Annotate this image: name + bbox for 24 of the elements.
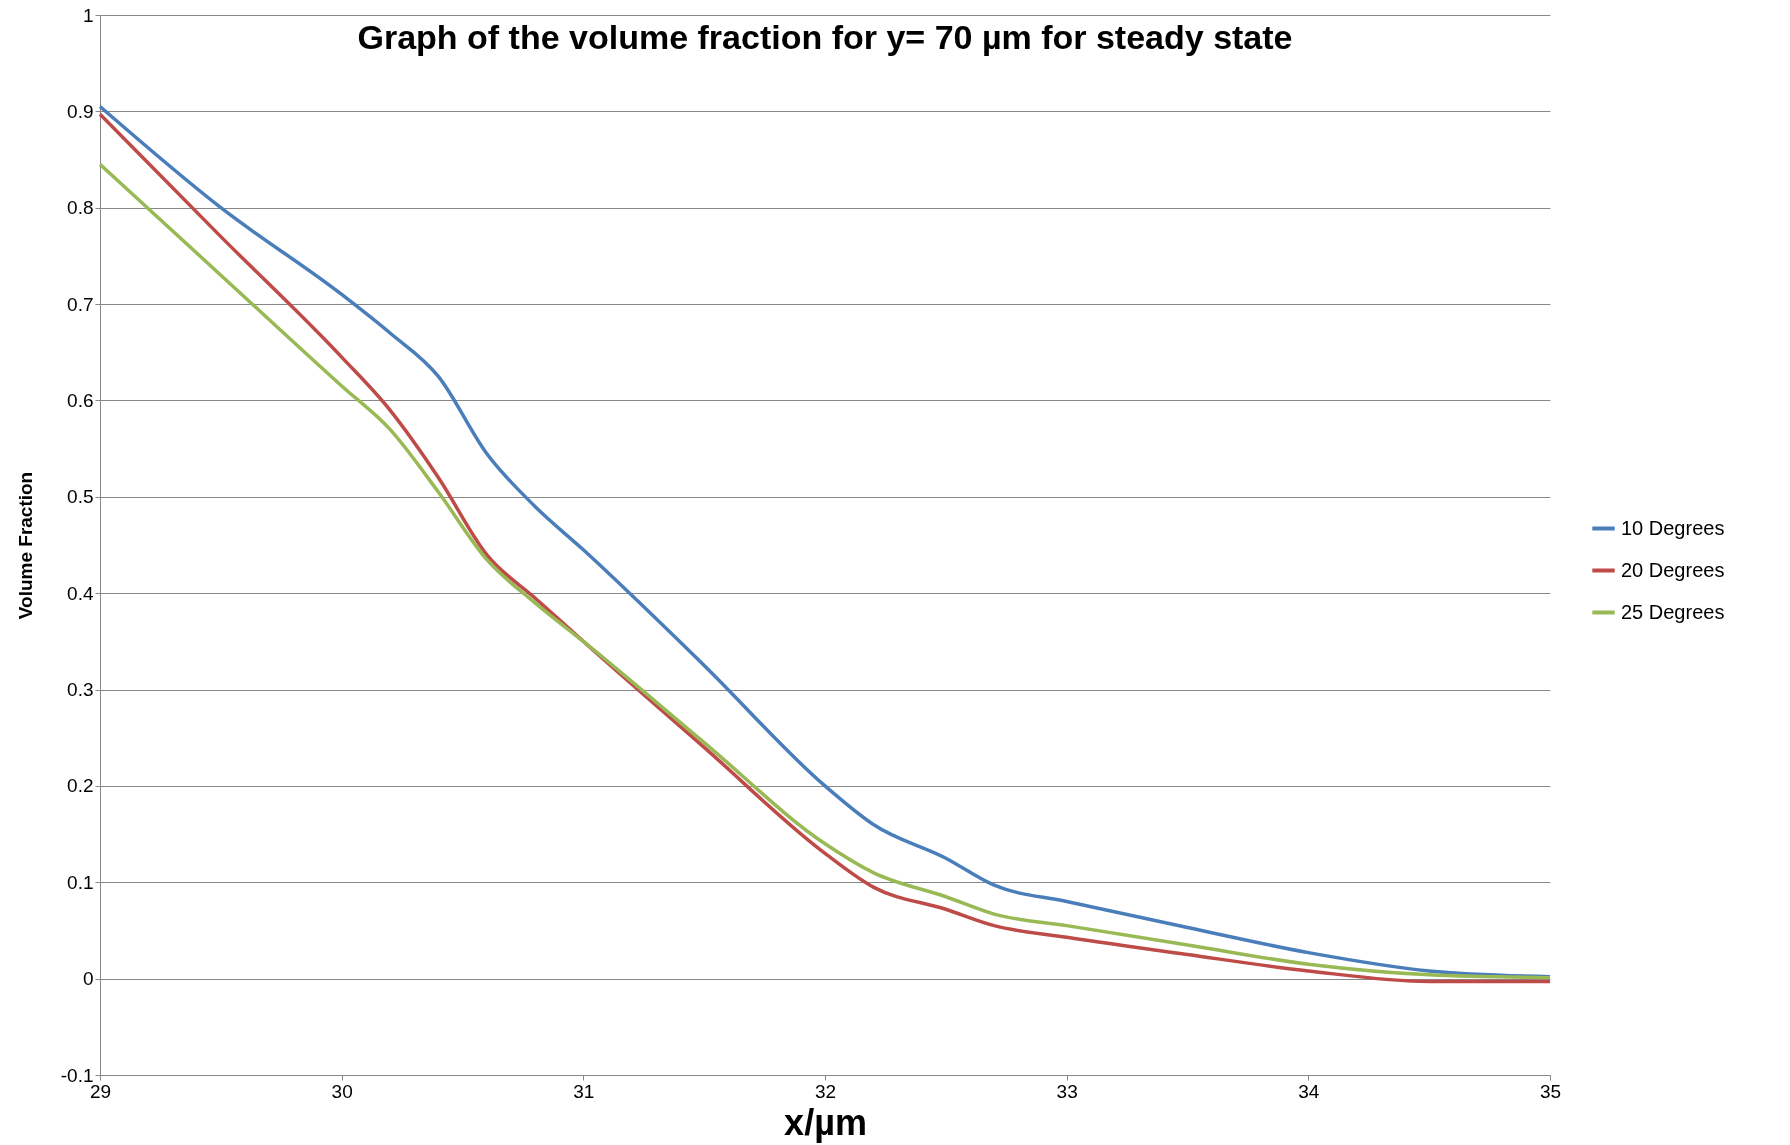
y-tick-label: -0.1 (60, 1064, 94, 1086)
x-tick-label: 34 (1298, 1080, 1320, 1102)
legend-label: 10 Degrees (1621, 516, 1725, 539)
y-tick-label: 0.7 (67, 293, 94, 315)
x-tick-label: 32 (814, 1080, 837, 1102)
chart-title: Graph of the volume fraction for y= 70 µm for steady state (357, 18, 1293, 56)
y-tick-label: 0.1 (67, 871, 94, 893)
y-tick-label: 0.2 (67, 775, 94, 797)
legend-label: 20 Degrees (1621, 558, 1725, 581)
x-tick-label: 33 (1056, 1080, 1078, 1102)
y-tick-label: 0.6 (67, 389, 94, 411)
y-tick-label: 0.9 (67, 100, 94, 122)
y-tick-label: 0.8 (67, 197, 94, 219)
x-tick-label: 35 (1539, 1080, 1562, 1102)
y-tick-label: 0.4 (67, 582, 94, 604)
legend-label: 25 Degrees (1621, 600, 1725, 623)
y-tick-label: 0.3 (67, 679, 94, 701)
x-tick-label: 31 (573, 1080, 595, 1102)
y-tick-label: 0.5 (67, 486, 94, 508)
x-axis-title: x/µm (784, 1101, 867, 1143)
x-tick-label: 30 (331, 1080, 353, 1102)
y-tick-label: 0 (82, 968, 94, 990)
y-tick-label: 1 (82, 4, 94, 26)
y-axis-title: Volume Fraction (14, 471, 36, 620)
